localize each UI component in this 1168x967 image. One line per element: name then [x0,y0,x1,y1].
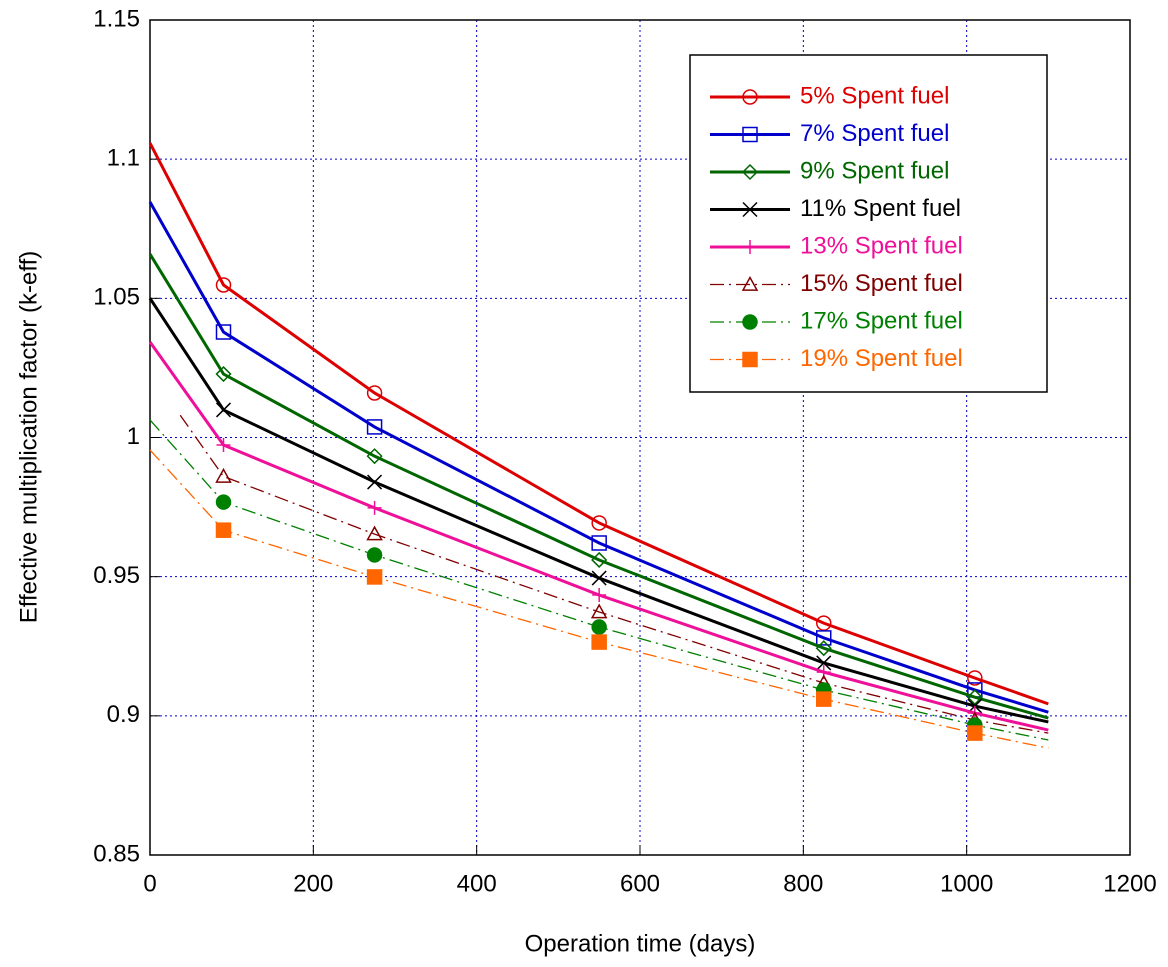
series-line [149,419,1049,741]
x-tick-label: 800 [783,870,823,897]
y-tick-label: 1.15 [93,5,140,32]
x-tick-label: 400 [457,870,497,897]
marker [816,615,832,631]
marker [591,535,607,551]
legend-label: 9% Spent fuel [800,157,949,184]
y-axis-label: Effective multiplication factor (k-eff) [15,251,42,624]
marker [592,588,607,603]
marker [215,324,232,340]
y-tick-label: 1.1 [107,145,140,172]
marker [815,640,832,657]
legend-label: 7% Spent fuel [800,120,949,147]
legend-label: 19% Spent fuel [800,345,963,372]
marker [741,163,759,181]
marker [967,670,983,686]
x-tick-label: 1000 [940,870,993,897]
marker [742,126,758,143]
y-tick-label: 0.95 [93,562,140,589]
marker [215,402,232,418]
series-line [148,253,1049,720]
marker [591,515,607,531]
marker [591,551,608,569]
marker [742,314,758,330]
y-tick-label: 0.9 [107,701,140,728]
x-tick-label: 1200 [1103,870,1156,897]
series-line [179,414,1049,734]
y-tick-label: 1 [127,423,140,450]
marker [215,365,232,383]
plot-frame [149,19,1131,856]
x-tick-label: 600 [620,870,660,897]
marker [366,419,383,435]
marker [367,474,383,490]
legend-label: 17% Spent fuel [800,307,963,334]
marker [742,89,758,105]
marker [366,385,383,401]
y-tick-label: 0.85 [93,840,140,867]
marker [215,277,232,293]
legend-label: 5% Spent fuel [800,82,949,109]
marker [591,634,607,650]
marker [966,689,983,706]
y-tick-label: 1.05 [93,284,140,311]
marker [591,570,607,586]
marker [215,467,232,483]
marker [215,494,232,510]
marker [967,725,983,741]
marker [743,240,757,254]
legend-label: 11% Spent fuel [800,195,961,222]
marker [366,448,383,465]
marker [742,351,758,368]
x-axis-label: Operation time (days) [525,930,756,957]
marker [366,525,383,541]
marker [215,522,232,538]
marker [216,438,231,453]
legend-label: 15% Spent fuel [800,270,963,297]
marker [816,691,832,707]
marker [366,547,383,563]
series-line [148,142,1049,706]
legend-label: 13% Spent fuel [800,232,963,259]
legend-box [689,54,1048,393]
marker [366,569,383,585]
marker [591,619,607,635]
marker [741,275,759,291]
marker [590,603,608,619]
x-tick-label: 200 [293,870,333,897]
marker [816,630,832,646]
marker [816,655,832,671]
x-tick-label: 0 [143,870,156,897]
marker [742,201,758,218]
marker [367,500,382,515]
legend: 5% Spent fuel 7% Spent fuel 9% Spent fuel 1… [689,54,1048,393]
